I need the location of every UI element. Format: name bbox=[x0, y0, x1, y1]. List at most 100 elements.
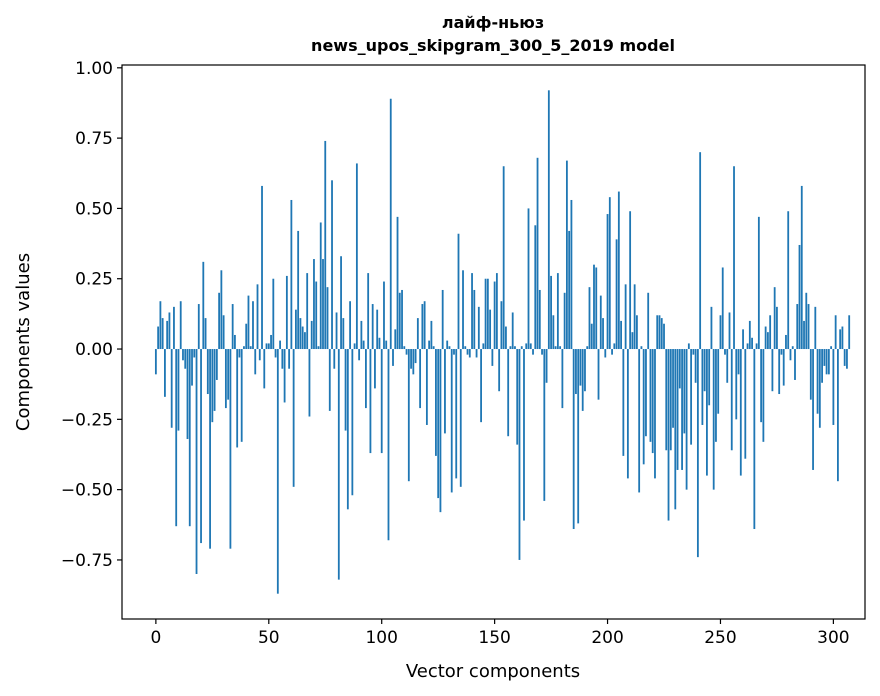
bar bbox=[579, 349, 582, 386]
bar bbox=[410, 349, 412, 369]
bar bbox=[387, 349, 390, 541]
bar bbox=[154, 349, 157, 375]
bar bbox=[337, 349, 340, 580]
bar bbox=[572, 349, 575, 530]
bar bbox=[484, 278, 487, 350]
bar bbox=[733, 166, 735, 350]
x-tick-label: 100 bbox=[365, 628, 397, 648]
bar bbox=[396, 216, 399, 350]
bar bbox=[559, 346, 562, 350]
bar bbox=[489, 309, 492, 350]
bar bbox=[563, 292, 566, 350]
bar bbox=[209, 349, 211, 549]
y-tick-label: 0.25 bbox=[75, 270, 113, 290]
bar bbox=[568, 230, 571, 350]
bar bbox=[471, 273, 473, 350]
bar bbox=[529, 343, 532, 350]
bar bbox=[816, 349, 819, 414]
bar bbox=[227, 349, 230, 400]
bar bbox=[735, 349, 738, 420]
bar bbox=[256, 284, 259, 350]
bar bbox=[701, 349, 704, 425]
bar bbox=[392, 349, 394, 366]
bar bbox=[245, 323, 248, 350]
bar bbox=[575, 349, 577, 395]
bar bbox=[240, 349, 243, 442]
bar bbox=[809, 349, 812, 400]
bar bbox=[837, 349, 839, 482]
bar bbox=[748, 320, 751, 350]
bar bbox=[593, 264, 595, 350]
bar bbox=[631, 332, 634, 350]
bars-group bbox=[154, 90, 851, 594]
bar bbox=[717, 349, 720, 414]
bar bbox=[602, 318, 604, 350]
bar bbox=[726, 349, 729, 383]
bar bbox=[656, 315, 659, 350]
x-tick-label: 0 bbox=[150, 628, 161, 648]
bar bbox=[699, 152, 702, 350]
bar bbox=[258, 349, 261, 361]
bar bbox=[491, 349, 494, 366]
bar bbox=[401, 289, 403, 350]
bar bbox=[642, 349, 645, 465]
bar bbox=[706, 349, 708, 476]
bar bbox=[794, 349, 796, 380]
bar bbox=[430, 320, 433, 350]
bar bbox=[448, 346, 451, 350]
bar bbox=[651, 349, 654, 454]
bar bbox=[374, 349, 376, 389]
bar bbox=[782, 349, 785, 386]
bar bbox=[475, 349, 478, 358]
bar bbox=[590, 323, 593, 350]
bar bbox=[234, 334, 236, 350]
bar bbox=[224, 349, 227, 409]
bar bbox=[206, 349, 209, 395]
bar bbox=[586, 346, 589, 350]
bar bbox=[331, 180, 333, 350]
chart-title: лайф-ньюз bbox=[442, 13, 544, 32]
y-tick-label: 0.50 bbox=[75, 199, 113, 219]
bar bbox=[414, 349, 417, 364]
bar bbox=[500, 301, 503, 350]
bar bbox=[696, 349, 699, 558]
bar bbox=[173, 306, 175, 350]
bar bbox=[355, 163, 358, 350]
bar bbox=[626, 349, 629, 479]
bar bbox=[252, 301, 254, 350]
bar bbox=[204, 318, 207, 350]
bar bbox=[633, 284, 636, 350]
bar bbox=[297, 230, 300, 350]
bar bbox=[276, 349, 279, 594]
bar bbox=[547, 90, 550, 350]
bar bbox=[789, 349, 792, 361]
bar bbox=[243, 346, 245, 350]
bar bbox=[367, 273, 370, 350]
bar bbox=[218, 292, 221, 350]
bar bbox=[450, 349, 453, 493]
bar bbox=[766, 332, 769, 350]
bar bbox=[360, 320, 363, 350]
bar bbox=[608, 197, 611, 350]
bar bbox=[376, 309, 379, 350]
bar bbox=[202, 261, 205, 350]
x-tick-label: 200 bbox=[591, 628, 623, 648]
bar bbox=[353, 343, 356, 350]
bar bbox=[166, 320, 169, 350]
bar bbox=[333, 349, 336, 369]
bar bbox=[369, 349, 372, 454]
y-tick-label: 0.75 bbox=[75, 129, 113, 149]
bar bbox=[505, 326, 507, 350]
bar bbox=[175, 349, 178, 527]
bar bbox=[581, 349, 584, 411]
bar bbox=[787, 211, 790, 350]
bar bbox=[170, 349, 173, 428]
bar bbox=[669, 349, 672, 451]
bar bbox=[658, 315, 661, 350]
bar bbox=[292, 349, 295, 487]
bar bbox=[839, 329, 842, 350]
bar bbox=[805, 292, 808, 350]
bar bbox=[665, 349, 668, 451]
bar bbox=[796, 304, 799, 350]
bar bbox=[672, 349, 674, 428]
